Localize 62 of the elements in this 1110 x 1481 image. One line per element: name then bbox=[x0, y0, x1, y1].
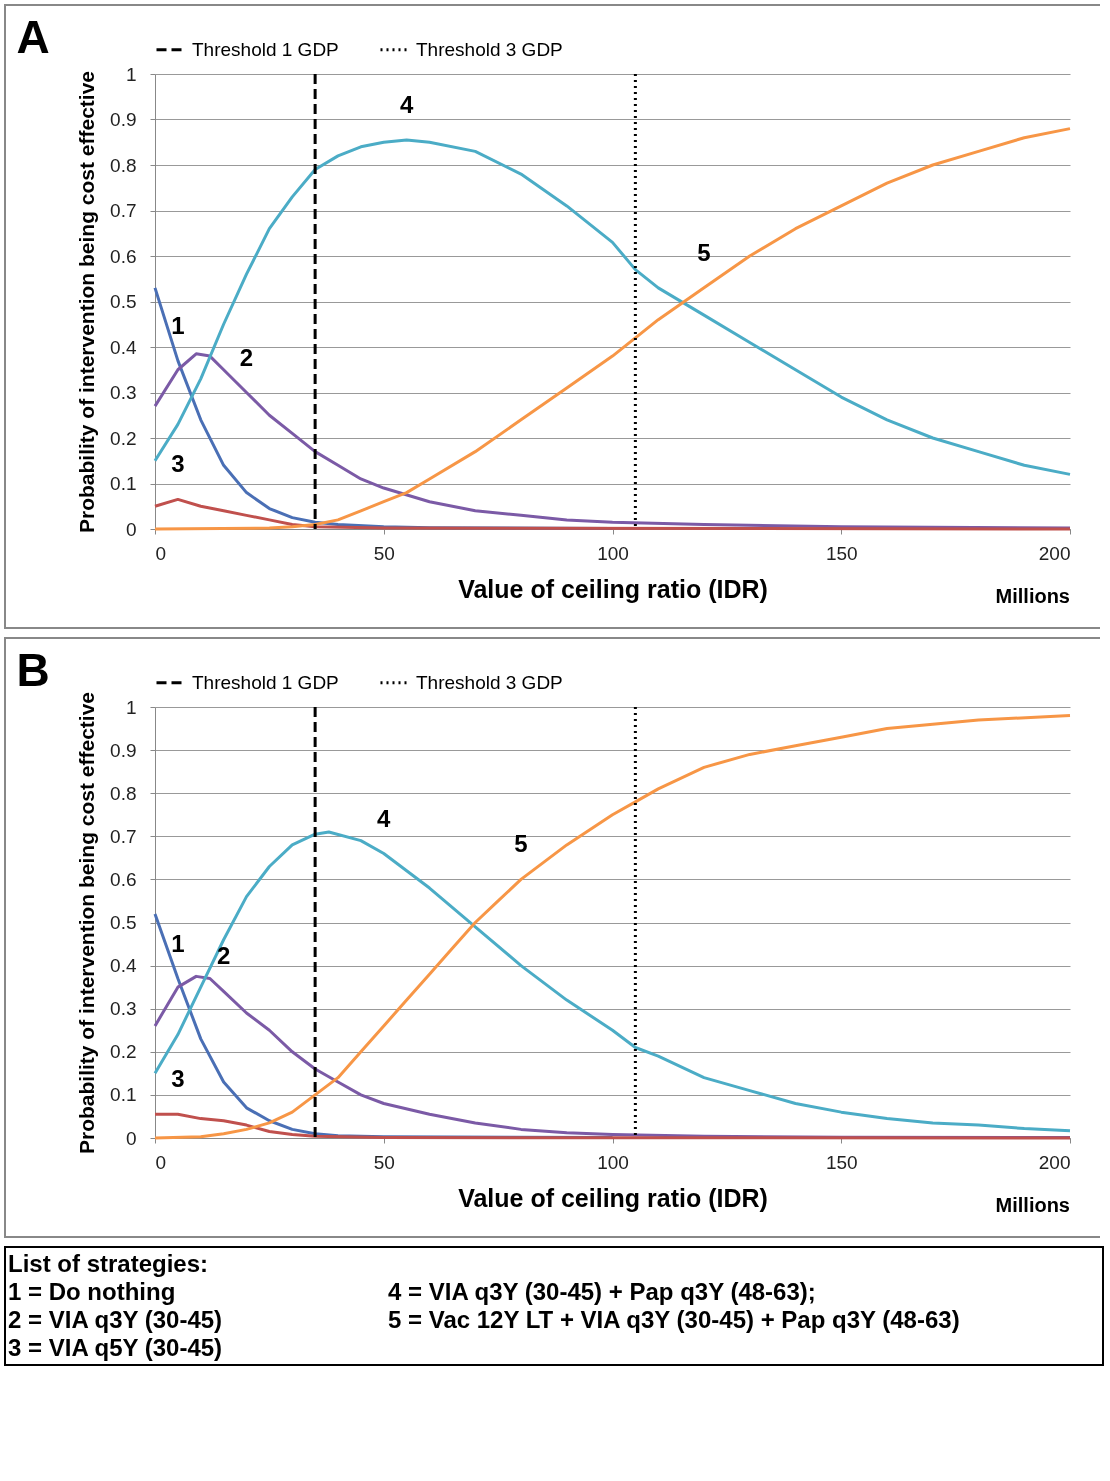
y-tick-label: 0.7 bbox=[110, 200, 137, 221]
x-tick-label: 150 bbox=[825, 1151, 858, 1173]
text: Millions bbox=[995, 1194, 1070, 1216]
y-tick-label: 0.5 bbox=[110, 291, 137, 312]
y-tick-label: 0.9 bbox=[110, 109, 137, 130]
x-tick-label: 50 bbox=[373, 542, 395, 564]
x-tick-label: 0 bbox=[155, 542, 167, 564]
line-series bbox=[153, 830, 1072, 1133]
legend-label: Threshold 3 GDP bbox=[416, 38, 563, 60]
text: Millions bbox=[995, 585, 1070, 607]
x-tick-label: 200 bbox=[1038, 542, 1071, 564]
y-tick-label: 0.3 bbox=[110, 998, 137, 1020]
x-axis-title: Value of ceiling ratio (IDR) bbox=[458, 574, 768, 603]
line-series bbox=[153, 138, 1072, 476]
annotation: 5 bbox=[514, 830, 528, 858]
text: 5 = Vac 12Y LT + VIA q3Y (30-45) + Pap q3Y (48-63) bbox=[388, 1306, 961, 1334]
annotation: 2 bbox=[239, 343, 254, 371]
text: 3 = VIA q5Y (30-45) bbox=[8, 1334, 224, 1362]
y-axis-title: Probability of intervention being cost effective bbox=[75, 70, 99, 534]
annotation: 4 bbox=[399, 90, 414, 118]
y-axis-title: Probability of intervention being cost effective bbox=[75, 691, 99, 1155]
y-tick-label: 0.1 bbox=[110, 1084, 137, 1106]
x-tick-label: 50 bbox=[373, 1151, 395, 1173]
x-tick-label: 200 bbox=[1038, 1151, 1071, 1173]
chart-title: A bbox=[16, 11, 50, 63]
annotation: 5 bbox=[697, 238, 711, 266]
text: 2 = VIA q3Y (30-45) bbox=[8, 1306, 224, 1334]
x-axis-title: Value of ceiling ratio (IDR) bbox=[458, 1183, 768, 1212]
x-tick-label: 100 bbox=[597, 1151, 629, 1173]
y-tick-label: 1 bbox=[125, 696, 137, 718]
x-tick-label: 0 bbox=[155, 1151, 167, 1173]
y-tick-label: 0.8 bbox=[110, 782, 137, 804]
annotation: 3 bbox=[171, 1065, 185, 1093]
y-tick-label: 0.7 bbox=[110, 825, 137, 847]
y-tick-label: 0.2 bbox=[110, 427, 137, 449]
annotation: 1 bbox=[171, 929, 185, 957]
annotation: 4 bbox=[377, 804, 392, 832]
y-tick-label: 0.5 bbox=[110, 912, 137, 933]
x-tick-label: 100 bbox=[597, 542, 629, 564]
legend-label: Threshold 3 GDP bbox=[416, 671, 563, 693]
annotation: 3 bbox=[171, 450, 185, 478]
legend-label: Threshold 1 GDP bbox=[192, 38, 339, 60]
y-tick-label: 0 bbox=[125, 518, 137, 540]
legend-label: Threshold 1 GDP bbox=[192, 671, 339, 693]
y-tick-label: 0.6 bbox=[110, 245, 137, 267]
y-tick-label: 0.2 bbox=[110, 1041, 137, 1063]
text: 4 = VIA q3Y (30-45) + Pap q3Y (48-63); bbox=[388, 1278, 817, 1306]
text: List of strategies: bbox=[8, 1250, 210, 1278]
y-tick-label: 0.1 bbox=[110, 473, 137, 494]
y-tick-label: 0.4 bbox=[110, 336, 137, 358]
annotation: 1 bbox=[171, 311, 185, 339]
y-tick-label: 1 bbox=[125, 63, 137, 85]
chart-title: B bbox=[16, 644, 50, 696]
y-tick-label: 0.6 bbox=[110, 868, 137, 890]
y-tick-label: 0.4 bbox=[110, 955, 137, 977]
y-tick-label: 0.3 bbox=[110, 382, 137, 403]
y-tick-label: 0.8 bbox=[110, 154, 137, 176]
annotation: 2 bbox=[216, 942, 231, 970]
y-tick-label: 0 bbox=[125, 1127, 137, 1149]
text: 1 = Do nothing bbox=[8, 1278, 177, 1306]
y-tick-label: 0.9 bbox=[110, 739, 137, 761]
x-tick-label: 150 bbox=[825, 542, 858, 564]
